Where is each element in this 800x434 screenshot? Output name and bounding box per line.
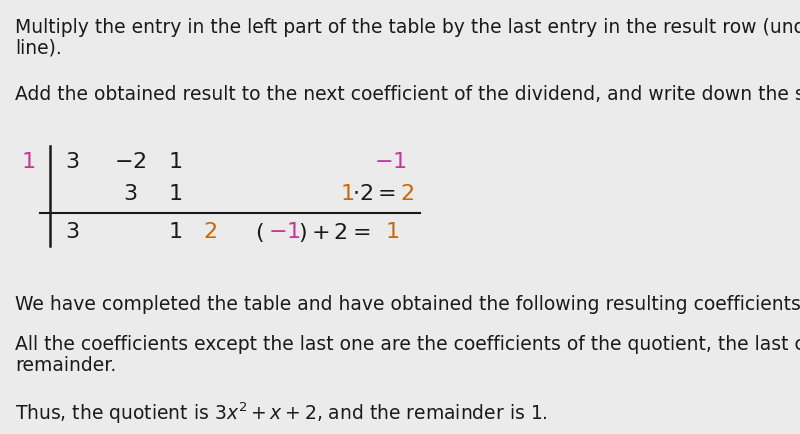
Text: $2$: $2$ xyxy=(400,183,414,205)
Text: $) + 2 = $: $) + 2 = $ xyxy=(298,221,370,244)
Text: $1$: $1$ xyxy=(168,221,182,243)
Text: $-2$: $-2$ xyxy=(114,151,146,173)
Text: Multiply the entry in the left part of the table by the last entry in the result: Multiply the entry in the left part of t… xyxy=(15,18,800,37)
Text: $1$: $1$ xyxy=(168,151,182,173)
Text: $1$: $1$ xyxy=(340,183,354,205)
Text: $3$: $3$ xyxy=(65,151,79,173)
Text: $($: $($ xyxy=(255,221,264,244)
Text: $1$: $1$ xyxy=(385,221,399,243)
Text: All the coefficients except the last one are the coefficients of the quotient, t: All the coefficients except the last one… xyxy=(15,335,800,354)
Text: Thus, the quotient is $3x^2 + x + 2$, and the remainder is 1.: Thus, the quotient is $3x^2 + x + 2$, an… xyxy=(15,400,548,425)
Text: $3$: $3$ xyxy=(123,183,137,205)
Text: $\cdot 2 = $: $\cdot 2 = $ xyxy=(352,183,396,205)
Text: $-1$: $-1$ xyxy=(374,151,406,173)
Text: $1$: $1$ xyxy=(168,183,182,205)
Text: We have completed the table and have obtained the following resulting coefficien: We have completed the table and have obt… xyxy=(15,295,800,314)
Text: Add the obtained result to the next coefficient of the dividend, and write down : Add the obtained result to the next coef… xyxy=(15,85,800,104)
Text: $2$: $2$ xyxy=(203,221,217,243)
Text: line).: line). xyxy=(15,38,62,57)
Text: remainder.: remainder. xyxy=(15,356,116,375)
Text: $-1$: $-1$ xyxy=(268,221,301,243)
Text: $1$: $1$ xyxy=(21,151,35,173)
Text: $3$: $3$ xyxy=(65,221,79,243)
